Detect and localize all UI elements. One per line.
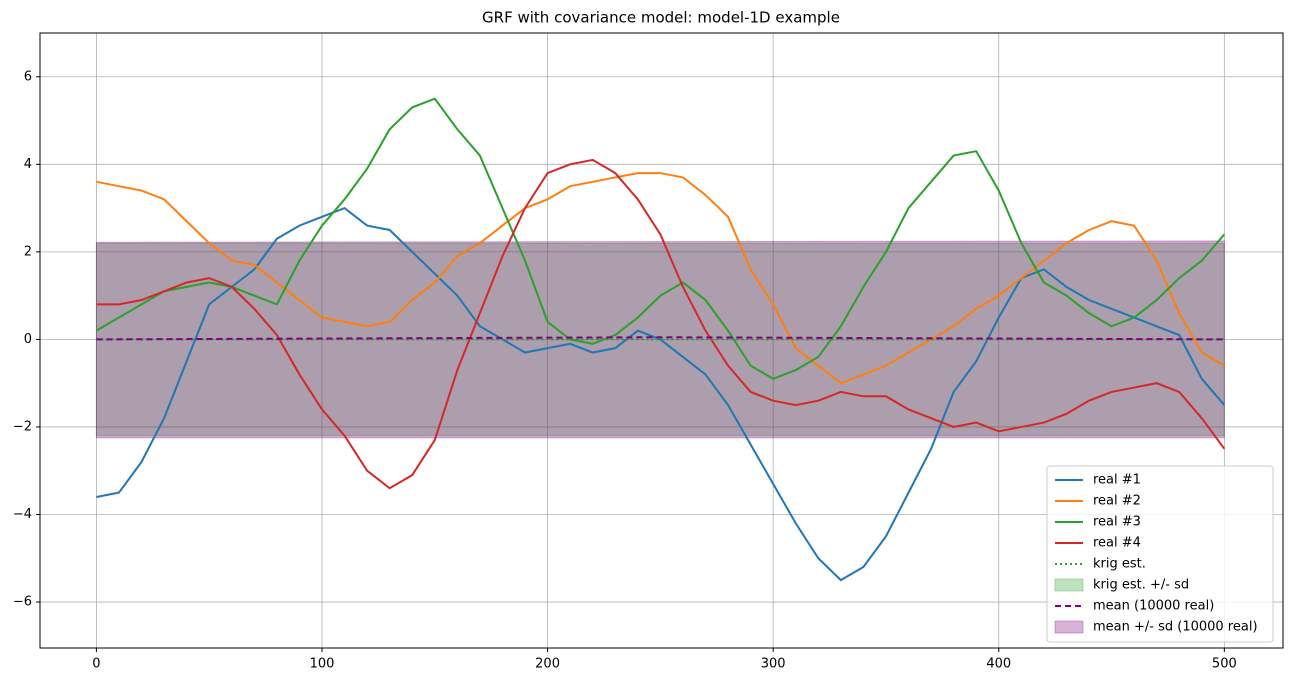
chart-title: GRF with covariance model: model-1D exam…	[482, 9, 840, 27]
y-tick-label: 2	[24, 244, 32, 259]
y-tick-label: 0	[24, 332, 32, 347]
legend-label: real #4	[1093, 536, 1141, 551]
legend-label: krig est. +/- sd	[1093, 578, 1189, 593]
y-tick-label: −2	[13, 419, 32, 434]
x-tick-label: 400	[986, 657, 1011, 672]
legend-label: mean (10000 real)	[1093, 599, 1214, 614]
legend: real #1 real #2 real #3 real #4 krig est. kri…	[1046, 465, 1274, 643]
legend-label: real #2	[1093, 494, 1141, 509]
legend-label: mean +/- sd (10000 real)	[1093, 620, 1258, 635]
legend-label: real #3	[1093, 515, 1141, 530]
legend-label: real #1	[1093, 473, 1141, 488]
legend-swatch	[1054, 620, 1084, 634]
plot-frame	[39, 32, 1284, 649]
series-line	[96, 206, 1226, 582]
y-tick-label: 4	[24, 157, 32, 172]
series-line	[95, 97, 1226, 380]
y-tick-label: −6	[13, 595, 32, 610]
x-tick-label: 0	[92, 657, 100, 672]
legend-label: krig est.	[1093, 557, 1146, 572]
x-tick-label: 300	[761, 657, 786, 672]
y-tick-label: 6	[24, 69, 32, 84]
x-tick-label: 200	[535, 657, 560, 672]
series-line	[96, 336, 1225, 341]
x-tick-label: 100	[310, 657, 335, 672]
series-line	[96, 158, 1226, 490]
legend-box	[1046, 465, 1274, 643]
legend-swatch	[1054, 578, 1084, 592]
x-tick-label: 500	[1212, 657, 1237, 672]
y-tick-label: −4	[13, 507, 32, 522]
